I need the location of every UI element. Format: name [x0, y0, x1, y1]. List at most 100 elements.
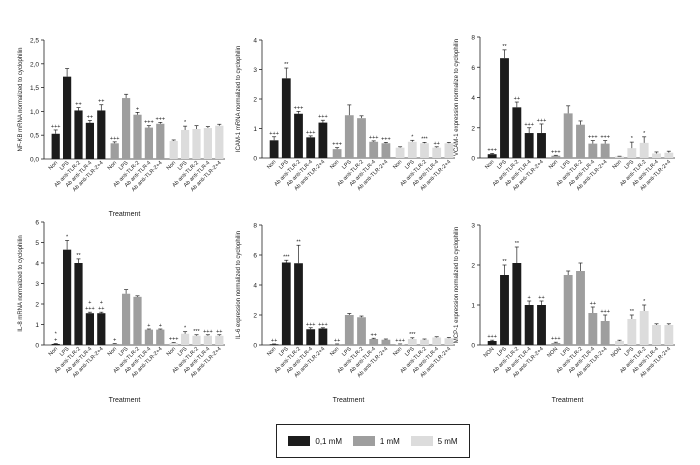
x-tick-label: Non — [484, 159, 495, 170]
y-tick-label: 2 — [35, 302, 39, 309]
y-tick-label: 2 — [471, 263, 475, 270]
significance-mark: +++ — [600, 135, 610, 141]
bar — [500, 58, 509, 158]
y-tick-label: 3 — [35, 281, 39, 288]
legend-item-1: 1 mM — [352, 436, 400, 446]
bar — [294, 113, 303, 158]
bar — [369, 141, 379, 158]
bar — [664, 325, 674, 345]
bar — [318, 328, 328, 345]
y-axis-label: ICAM-1 mRNA normalized to cyclophilin — [236, 46, 242, 152]
bar — [203, 335, 213, 345]
bar — [600, 321, 610, 345]
bar — [74, 263, 83, 345]
bar — [180, 129, 190, 159]
x-tick-label: Non — [266, 159, 277, 170]
y-axis-label: NF-KB mRNA normalized to cyclophilin — [18, 47, 24, 151]
bar — [639, 142, 649, 158]
bar — [97, 110, 106, 159]
x-tick-label: LPS — [118, 346, 130, 358]
x-tick-label: Non — [48, 346, 59, 357]
bar — [110, 143, 119, 159]
y-tick-label: 1 — [253, 126, 257, 133]
significance-mark: +++ — [110, 136, 120, 142]
significance-mark: +++ — [487, 147, 497, 153]
y-tick-label: 3 — [471, 223, 475, 230]
x-tick-label: LPS — [624, 159, 636, 171]
significance-mark: +++ — [203, 329, 213, 335]
bar — [395, 344, 405, 345]
x-tick-label: Non — [612, 159, 623, 170]
bar — [62, 249, 72, 345]
bar — [524, 305, 534, 345]
y-tick-label: 3 — [253, 67, 257, 74]
bar — [563, 275, 573, 345]
x-tick-label: Non — [392, 346, 403, 357]
significance-mark: +++ — [551, 149, 561, 155]
bar — [652, 153, 661, 158]
significance-mark: ** — [76, 253, 81, 259]
significance-mark: +++ — [381, 136, 391, 142]
y-tick-label: 6 — [253, 253, 257, 260]
bar — [269, 344, 279, 345]
x-tick-label: Non — [107, 346, 118, 357]
y-tick-label: 4 — [471, 95, 475, 102]
x-tick-label: NON — [610, 346, 623, 359]
x-tick-label: Non — [166, 346, 177, 357]
significance-mark: +++ — [524, 122, 534, 128]
bar — [369, 339, 379, 345]
significance-mark: * — [643, 299, 646, 305]
bar — [407, 339, 417, 345]
bar — [432, 147, 442, 158]
bar — [306, 137, 316, 158]
significance-mark: ++ — [98, 306, 104, 312]
bar — [512, 263, 522, 345]
bar — [576, 124, 585, 158]
significance-mark: +++ — [318, 114, 328, 120]
bar — [133, 114, 142, 159]
x-tick-label: Non — [392, 159, 403, 170]
significance-mark: +++ — [588, 135, 598, 141]
bar — [615, 156, 624, 158]
significance-mark: ++ — [216, 329, 222, 335]
bar — [537, 133, 546, 158]
x-tick-label: Non — [48, 160, 59, 171]
x-tick-label: LPS — [177, 160, 189, 172]
significance-mark: +++ — [537, 118, 547, 124]
bar — [395, 147, 405, 158]
x-tick-label: LPS — [624, 346, 636, 358]
y-tick-label: 0 — [253, 156, 257, 163]
y-tick-label: 0 — [253, 343, 257, 350]
bar — [156, 123, 165, 159]
y-tick-label: 4 — [253, 38, 257, 45]
bar — [110, 343, 119, 345]
y-tick-label: 8 — [253, 223, 257, 230]
bar — [51, 133, 60, 159]
y-tick-label: 2 — [253, 313, 257, 320]
y-tick-label: 1 — [35, 322, 39, 329]
bar — [215, 125, 224, 159]
bar — [444, 338, 454, 345]
bar — [318, 122, 328, 158]
bar — [524, 133, 534, 158]
y-tick-label: 1,5 — [30, 85, 39, 92]
significance-mark: +++ — [318, 322, 328, 328]
bar — [444, 143, 454, 158]
y-tick-label: 4 — [35, 261, 39, 268]
significance-mark: ++ — [334, 338, 340, 344]
y-tick-label: 0 — [471, 156, 475, 163]
significance-mark: +++ — [269, 131, 279, 137]
x-tick-label: NON — [483, 346, 496, 359]
bar — [420, 339, 429, 345]
significance-mark: ++ — [271, 338, 277, 344]
x-tick-label: Non — [548, 159, 559, 170]
bar — [563, 113, 573, 158]
significance-mark: *** — [193, 329, 200, 335]
bar — [664, 152, 674, 158]
x-axis-title: Treatment — [109, 211, 141, 218]
bar — [381, 143, 391, 158]
x-tick-label: LPS — [404, 346, 416, 358]
significance-mark: +++ — [395, 338, 405, 344]
significance-mark: * — [55, 332, 58, 338]
y-axis-label: IL-8 mRNA normalized to cyclophilin — [18, 235, 24, 331]
